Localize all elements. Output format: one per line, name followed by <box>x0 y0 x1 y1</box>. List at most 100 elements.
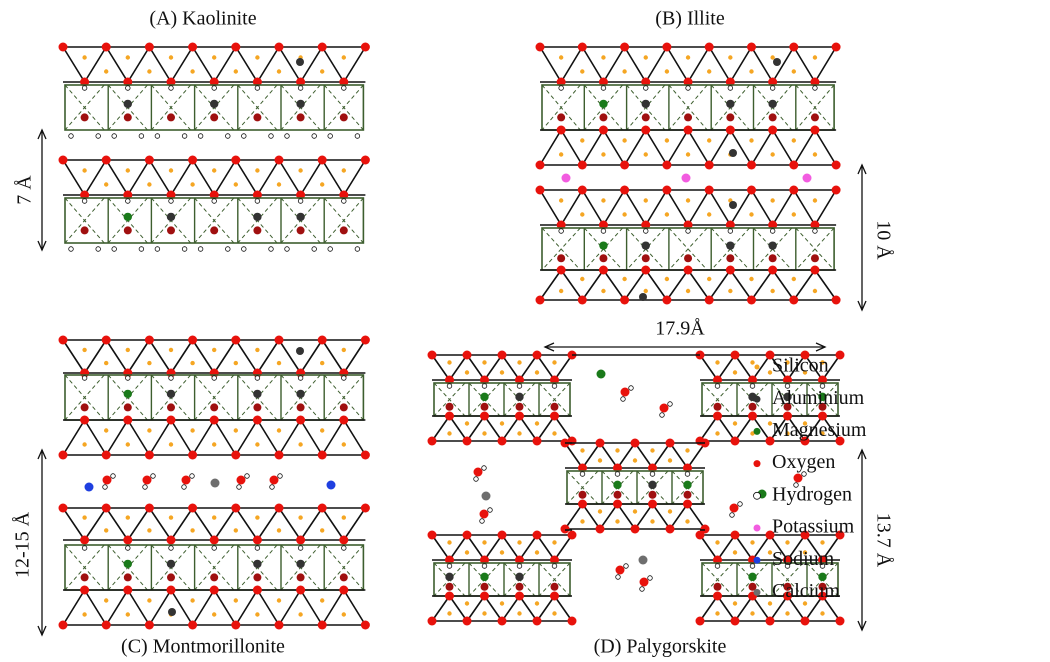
atom <box>831 185 841 195</box>
atom <box>225 133 231 139</box>
atom <box>190 528 195 533</box>
bond <box>194 197 235 244</box>
atom <box>269 484 275 490</box>
bond <box>431 415 451 442</box>
atom <box>620 185 630 195</box>
legend: Silicon Aluminium Magnesium Oxygen Hydrogen P… <box>753 355 867 602</box>
atom <box>515 402 524 411</box>
atom <box>320 360 325 366</box>
atom <box>681 173 691 183</box>
atom <box>749 276 754 282</box>
atom <box>499 550 505 555</box>
bond <box>686 503 706 530</box>
atom <box>212 515 217 520</box>
atom <box>620 160 630 170</box>
atom <box>497 436 507 446</box>
atom <box>58 450 68 460</box>
atom <box>800 436 810 446</box>
bond <box>793 269 816 301</box>
atom <box>730 436 740 446</box>
atom <box>125 347 130 353</box>
atom <box>147 598 152 603</box>
bond <box>729 129 753 166</box>
atom <box>632 458 638 463</box>
atom <box>80 226 89 235</box>
atom <box>241 133 247 139</box>
bond <box>321 46 345 83</box>
bond <box>666 269 689 301</box>
atom <box>298 612 303 617</box>
octahedral-sheet <box>433 382 571 417</box>
atom <box>341 55 346 60</box>
bond <box>256 419 280 456</box>
atom <box>641 254 650 263</box>
atom <box>58 620 68 630</box>
atom <box>209 585 219 595</box>
atom <box>327 133 333 139</box>
legend-label: Magnesium <box>772 419 867 441</box>
atom <box>535 295 545 305</box>
atom <box>190 69 195 74</box>
bond <box>448 415 468 442</box>
atom <box>320 182 325 187</box>
atom <box>662 185 672 195</box>
atom <box>341 198 347 204</box>
bond <box>256 159 280 196</box>
arrow-head <box>857 448 867 460</box>
atom <box>791 69 796 74</box>
bond <box>431 534 451 561</box>
atom <box>255 442 260 447</box>
bond <box>466 415 486 442</box>
atom <box>479 509 489 519</box>
bond <box>699 595 719 622</box>
atom <box>620 387 630 397</box>
atom <box>296 226 305 235</box>
atom <box>713 591 722 601</box>
bond <box>651 503 671 530</box>
atom <box>820 540 825 545</box>
atom <box>252 415 262 425</box>
bond <box>539 189 562 226</box>
atom <box>802 601 808 606</box>
atom <box>662 42 672 52</box>
bond <box>501 534 521 561</box>
atom <box>138 133 145 139</box>
atom <box>482 611 487 616</box>
bond <box>804 415 824 442</box>
bond <box>483 595 503 622</box>
atom <box>317 620 327 630</box>
atom <box>749 383 756 389</box>
atom <box>104 528 109 533</box>
atom <box>231 155 241 165</box>
atom <box>727 228 734 234</box>
atom <box>783 392 792 402</box>
atom <box>168 375 174 381</box>
atom <box>339 415 349 425</box>
bond <box>64 197 105 244</box>
atom <box>481 465 487 471</box>
atom <box>125 85 131 91</box>
dimension-label: 12-15 Å <box>12 511 34 578</box>
atom <box>550 402 559 411</box>
atom <box>750 431 755 436</box>
bond <box>62 507 86 541</box>
atom <box>101 450 111 460</box>
bond <box>786 534 806 561</box>
atom <box>648 480 657 490</box>
atom <box>643 228 649 234</box>
bond <box>536 534 556 561</box>
atom <box>558 198 564 203</box>
atom <box>276 428 282 433</box>
atom <box>599 113 608 122</box>
legend-label: Oxygen <box>772 451 835 473</box>
atom <box>253 212 262 222</box>
bond <box>539 46 562 83</box>
bond <box>814 46 837 83</box>
bond <box>804 534 824 561</box>
bond <box>170 419 194 456</box>
bond <box>62 339 86 374</box>
atom <box>166 212 176 222</box>
octahedral-sheet <box>64 197 365 244</box>
atom <box>580 69 585 74</box>
atom <box>84 482 94 492</box>
